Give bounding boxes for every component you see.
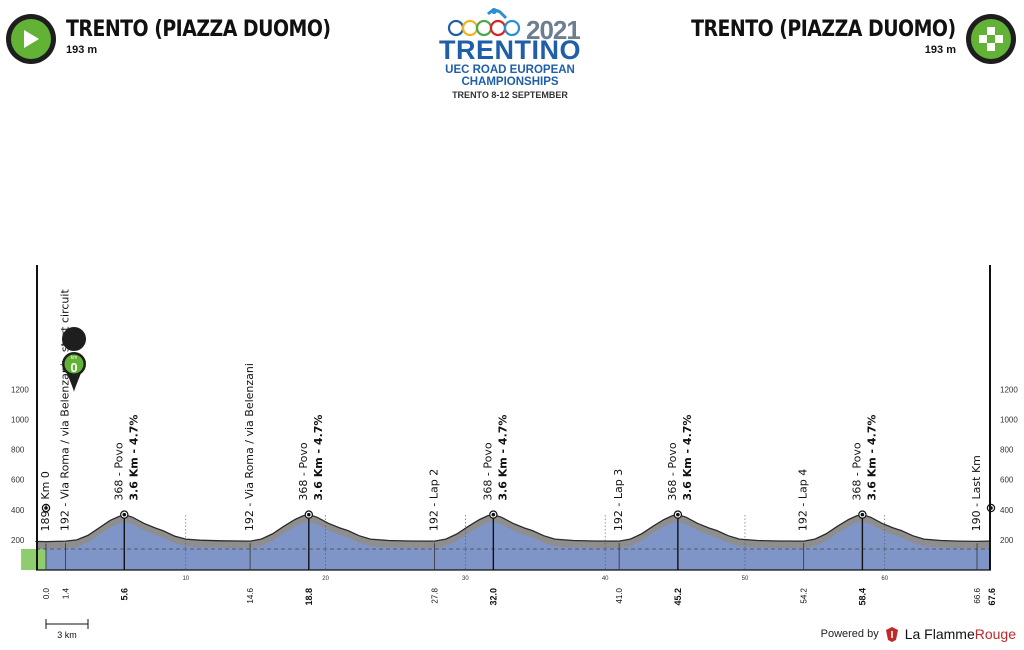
poi-km-label: 5.6	[119, 588, 129, 601]
poi-km-label: 41.0	[615, 587, 624, 603]
start-header: TRENTO (PIAZZA DUOMO) 193 m	[6, 14, 384, 64]
poi-label-secondary: 3.6 Km - 4.7%	[127, 415, 140, 501]
poi-label: 368 - Povo	[666, 442, 679, 500]
brand-name-a: La Flamme	[904, 626, 975, 642]
poi-label: 190 - Last Km	[970, 455, 983, 531]
profile-line	[35, 513, 992, 543]
y-tick-label-left: 600	[11, 476, 25, 485]
poi-dot-center	[491, 512, 496, 517]
km0-marker-top: km	[71, 355, 78, 361]
finish-flag-icon	[966, 14, 1016, 64]
poi-label: 368 - Povo	[112, 442, 125, 500]
poi-km-label: 0.0	[42, 587, 51, 599]
event-logo: 2021 TRENTINO UEC ROAD EUROPEAN CHAMPION…	[430, 6, 590, 100]
y-tick-label-left: 1000	[11, 416, 29, 425]
poi-km-label: 1.4	[62, 587, 71, 599]
logo-year: 2021	[526, 15, 581, 45]
poi-label-secondary: 3.6 Km - 4.7%	[496, 415, 509, 501]
x-tick-label: 40	[602, 576, 609, 582]
brand-name-b: Rouge	[974, 626, 1016, 642]
poi-label: 192 - Via Roma / via Belenzani	[243, 363, 256, 531]
poi-km-label: 14.6	[246, 587, 255, 603]
poi-dot-center	[676, 512, 680, 517]
x-tick-label: 60	[881, 576, 888, 582]
poi-label-secondary: 3.6 Km - 4.7%	[865, 415, 878, 501]
x-tick-label: 10	[182, 576, 189, 582]
flame-icon	[885, 627, 898, 642]
start-play-icon	[6, 14, 56, 64]
poi-label: 192 - Via Roma / via Belenzani - start c…	[59, 289, 72, 532]
neutral-zone	[21, 548, 46, 570]
x-tick-label: 50	[742, 576, 749, 582]
poi-label: 368 - Povo	[297, 442, 310, 500]
y-tick-label-left: 800	[11, 446, 25, 455]
start-location: TRENTO (PIAZZA DUOMO)	[66, 17, 331, 42]
y-tick-label-right: 200	[1000, 536, 1014, 545]
y-tick-label-right: 1200	[1000, 385, 1018, 394]
logo-name: TRENTINO	[439, 35, 581, 65]
y-tick-label-right: 600	[1000, 476, 1014, 485]
x-tick-label: 30	[462, 576, 469, 582]
km0-marker: km 0	[62, 327, 87, 392]
y-tick-label-right: 400	[1000, 506, 1014, 515]
y-tick-label-left: 1200	[11, 385, 29, 394]
poi-dot-center	[44, 506, 48, 510]
poi-label: 192 - Lap 2	[428, 469, 441, 531]
finish-location: TRENTO (PIAZZA DUOMO)	[691, 17, 956, 42]
scale-bar: 3 km	[45, 619, 89, 640]
start-altitude: 193 m	[66, 44, 98, 56]
logo-line2: CHAMPIONSHIPS	[461, 76, 559, 88]
poi-label: 192 - Lap 4	[797, 469, 810, 531]
y-tick-label-left: 200	[11, 536, 25, 545]
y-tick-label-right: 1000	[1000, 416, 1018, 425]
poi-dot-center	[307, 512, 311, 517]
poi-km-label: 18.8	[304, 588, 314, 606]
powered-by-text: Powered by	[820, 628, 879, 640]
poi-km-label: 27.8	[431, 587, 440, 603]
profile-area	[36, 521, 991, 570]
logo-dates: TRENTO 8-12 SEPTEMBER	[452, 90, 568, 100]
finish-altitude: 193 m	[924, 44, 956, 56]
poi-km-label: 66.6	[973, 587, 982, 603]
poi-label-secondary: 3.6 Km - 4.7%	[312, 415, 325, 501]
x-tick-label: 20	[322, 576, 329, 582]
scale-bar-label: 3 km	[57, 630, 77, 640]
finish-header: TRENTO (PIAZZA DUOMO) 193 m	[638, 14, 1016, 64]
y-tick-label-right: 800	[1000, 446, 1014, 455]
km0-marker-bottom: 0	[70, 360, 77, 375]
poi-dot-center	[122, 512, 127, 517]
poi-label: 368 - Povo	[850, 442, 863, 500]
logo-line1: UEC ROAD EUROPEAN	[445, 64, 575, 76]
poi-km-label: 45.2	[673, 588, 683, 606]
y-tick-label-left: 400	[11, 506, 25, 515]
powered-by: Powered by La FlammeRouge	[821, 626, 1016, 642]
poi-km-label: 58.4	[857, 588, 867, 606]
poi-km-label: 54.2	[800, 587, 809, 603]
poi-label-secondary: 3.6 Km - 4.7%	[681, 415, 694, 501]
poi-label: 189 - Km 0	[39, 471, 52, 531]
poi-label: 192 - Lap 3	[612, 469, 625, 531]
poi-km-label: 32.0	[488, 588, 498, 606]
poi-label: 368 - Povo	[481, 442, 494, 500]
poi-km-label: 67.6	[987, 588, 997, 606]
poi-dot-center	[860, 512, 865, 517]
cycling-rings-icon	[447, 8, 521, 37]
